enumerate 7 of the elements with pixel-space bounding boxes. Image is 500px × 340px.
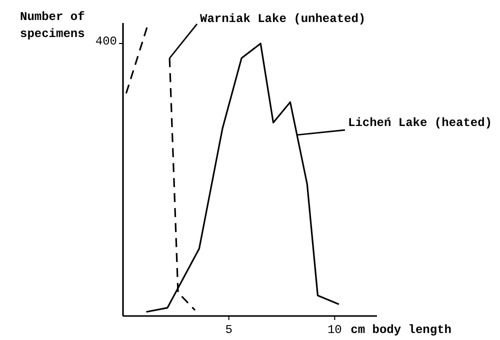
text: Licheń Lake (heated) <box>348 116 492 130</box>
text: 400 <box>95 34 117 49</box>
y-axis-title: Number of specimens <box>20 10 85 41</box>
x-tick-label: 10 <box>327 323 342 337</box>
x-tick-label: 5 <box>225 323 232 337</box>
text: Warniak Lake (unheated) <box>200 12 366 26</box>
x-axis-title: cm body length <box>350 323 452 337</box>
